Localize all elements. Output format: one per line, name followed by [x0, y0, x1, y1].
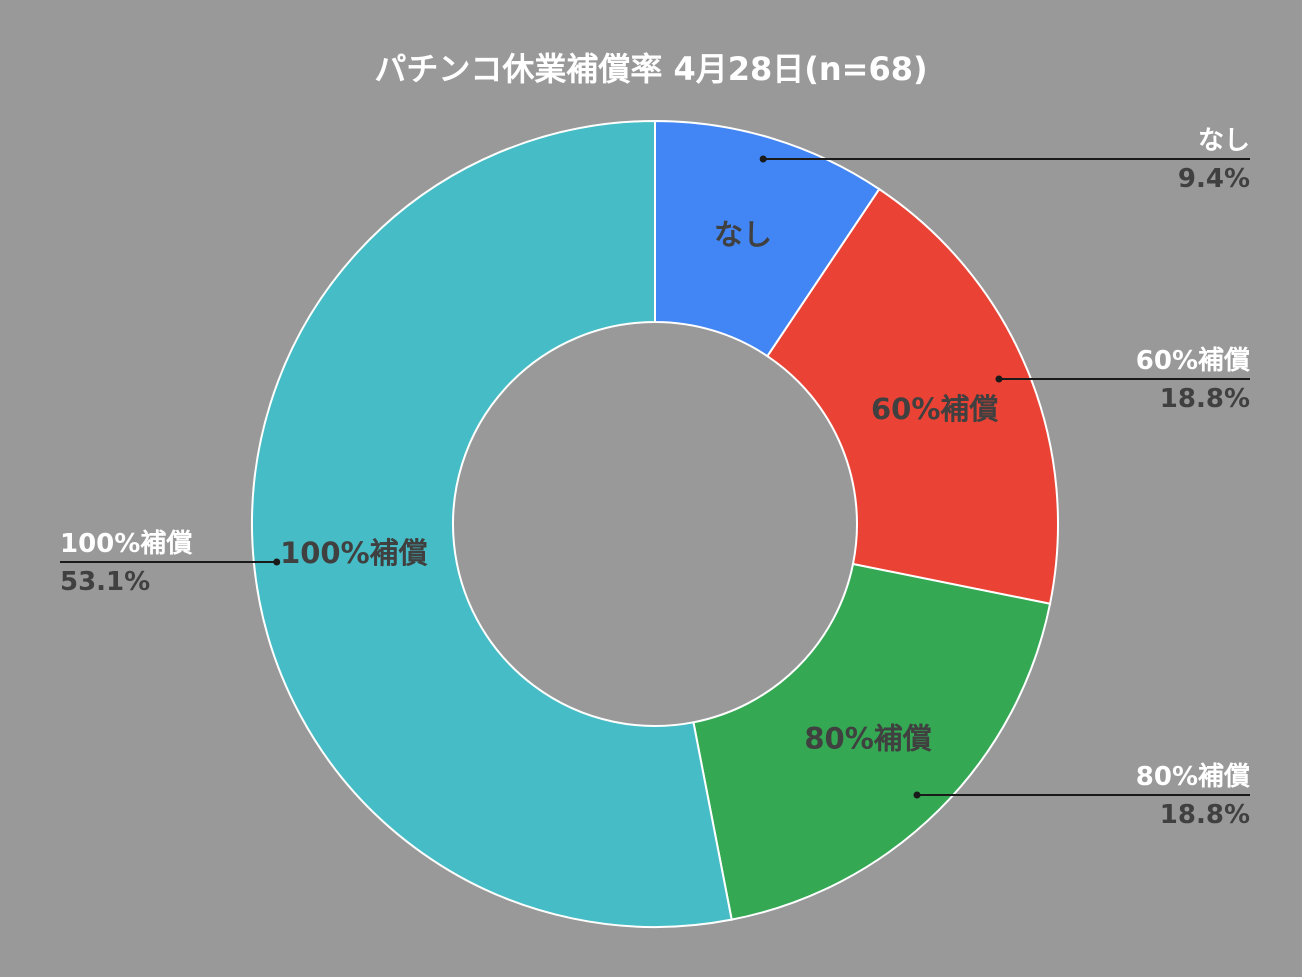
slice-0-label: なし [714, 218, 772, 252]
slice-2 [692, 562, 1052, 921]
slice-0-callout-pct: 9.4% [1178, 164, 1250, 194]
slice-0-callout-name: なし [1198, 126, 1250, 156]
slice-3-label: 100%補償 [280, 536, 428, 570]
slice-1 [766, 187, 1059, 605]
slice-3-leader-dot [273, 558, 281, 566]
slice-3-callout-pct: 53.1% [60, 567, 150, 597]
slice-3-callout-name: 100%補償 [60, 529, 192, 559]
slice-1-leader-dot [995, 375, 1003, 383]
slice-1-callout-name: 60%補償 [1136, 346, 1250, 376]
slice-2-leader-dot [913, 791, 921, 799]
slice-0-leader-dot [759, 155, 767, 163]
slice-2-callout-pct: 18.8% [1160, 800, 1250, 830]
slice-2-callout-name: 80%補償 [1136, 762, 1250, 792]
chart-title: パチンコ休業補償率 4月28日(n=68) [374, 50, 927, 88]
slice-1-label: 60%補償 [871, 392, 998, 426]
slice-3 [251, 119, 733, 928]
slice-1-callout-pct: 18.8% [1160, 384, 1250, 414]
slice-2-label: 80%補償 [804, 722, 931, 756]
